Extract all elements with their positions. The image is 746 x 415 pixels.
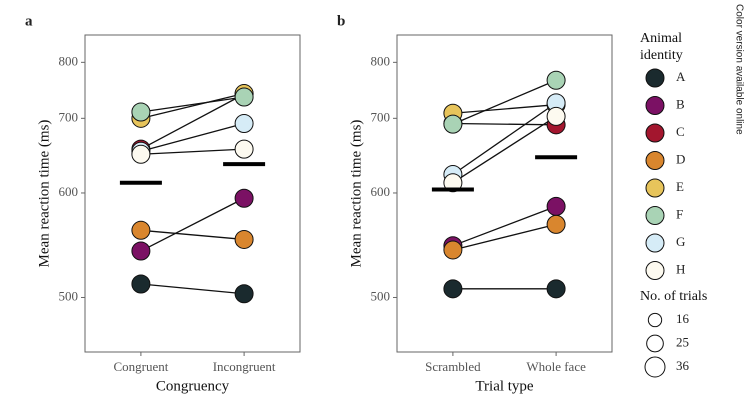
y-tick-label: 700 bbox=[371, 109, 391, 124]
data-point bbox=[546, 106, 566, 126]
y-tick-label: 600 bbox=[371, 184, 391, 199]
data-point bbox=[546, 196, 566, 216]
legend-marker bbox=[645, 261, 665, 280]
y-tick-label: 800 bbox=[59, 53, 79, 68]
data-point bbox=[234, 114, 254, 134]
pair-line bbox=[452, 79, 557, 125]
size-legend-label: 36 bbox=[676, 358, 690, 373]
x-tick-label: Congruent bbox=[113, 359, 168, 374]
pair-line bbox=[140, 283, 245, 295]
size-legend-marker bbox=[647, 312, 663, 328]
y-tick-label: 500 bbox=[59, 288, 79, 303]
data-point bbox=[546, 214, 566, 234]
pair-line bbox=[452, 122, 557, 126]
pair-line bbox=[140, 92, 245, 119]
data-point bbox=[234, 87, 254, 107]
x-tick-label: Incongruent bbox=[213, 359, 276, 374]
legend-label: E bbox=[676, 179, 684, 194]
data-point bbox=[443, 173, 463, 193]
plot-frame bbox=[84, 34, 301, 353]
data-point bbox=[234, 188, 254, 208]
plot-frame bbox=[396, 34, 613, 353]
data-point bbox=[131, 241, 151, 261]
pair-line bbox=[140, 229, 245, 241]
pair-line bbox=[140, 197, 245, 252]
data-point bbox=[443, 114, 463, 134]
pair-line bbox=[140, 148, 245, 155]
data-point bbox=[443, 240, 463, 260]
data-point bbox=[546, 70, 566, 90]
data-point bbox=[234, 284, 254, 304]
y-tick-label: 800 bbox=[371, 53, 391, 68]
y-axis-label: Mean reaction time (ms) bbox=[36, 120, 52, 268]
pair-line bbox=[140, 93, 245, 150]
legend-marker bbox=[645, 68, 665, 88]
legend-marker bbox=[645, 96, 665, 115]
pair-line bbox=[452, 205, 557, 247]
legend-marker bbox=[645, 123, 665, 143]
legend-label: B bbox=[676, 96, 685, 111]
size-legend-marker bbox=[644, 356, 666, 378]
legend-marker bbox=[645, 178, 665, 198]
legend-label: D bbox=[676, 151, 685, 166]
legend-label: F bbox=[676, 206, 683, 221]
x-axis-label: Trial type bbox=[475, 378, 534, 394]
pair-line bbox=[140, 96, 245, 113]
y-tick-label: 600 bbox=[59, 184, 79, 199]
data-point bbox=[546, 279, 566, 299]
size-legend-title: No. of trials bbox=[640, 289, 708, 304]
legend-marker bbox=[645, 151, 665, 170]
data-point bbox=[131, 274, 151, 294]
legend-label: G bbox=[676, 234, 685, 249]
data-point bbox=[131, 144, 151, 164]
data-point bbox=[234, 139, 254, 159]
pair-line bbox=[140, 122, 245, 152]
pair-line bbox=[452, 102, 557, 176]
x-tick-label: Whole face bbox=[526, 359, 586, 374]
legend-title: Animal identity bbox=[640, 31, 683, 63]
data-point bbox=[131, 102, 151, 122]
pair-line bbox=[452, 223, 557, 251]
legend-label: C bbox=[676, 124, 685, 139]
y-axis-label: Mean reaction time (ms) bbox=[348, 120, 364, 268]
size-legend-label: 16 bbox=[676, 311, 690, 326]
x-tick-label: Scrambled bbox=[425, 359, 481, 374]
x-axis-label: Congruency bbox=[156, 378, 230, 394]
data-point bbox=[234, 229, 254, 249]
legend-label: A bbox=[676, 69, 686, 84]
y-tick-label: 500 bbox=[371, 288, 391, 303]
y-tick-label: 700 bbox=[59, 109, 79, 124]
data-point bbox=[443, 279, 463, 299]
pair-line bbox=[452, 115, 557, 184]
legend-marker bbox=[645, 233, 665, 253]
side-note: Color version available online bbox=[733, 4, 744, 135]
legend-label: H bbox=[676, 261, 685, 276]
legend-marker bbox=[645, 206, 665, 225]
size-legend-marker bbox=[646, 334, 664, 353]
pair-line bbox=[452, 104, 557, 114]
panel-label: a bbox=[25, 13, 33, 29]
panel-label: b bbox=[337, 13, 345, 29]
data-point bbox=[131, 220, 151, 240]
size-legend-label: 25 bbox=[676, 334, 689, 349]
